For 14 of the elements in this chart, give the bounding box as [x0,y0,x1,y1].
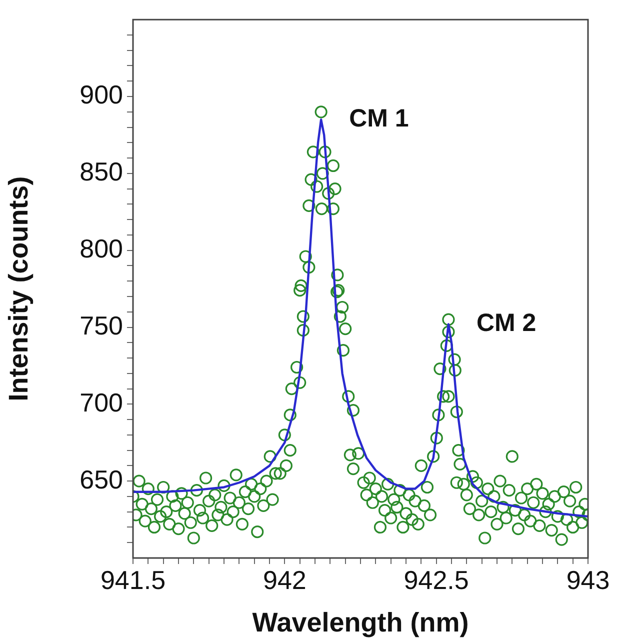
y-tick-label: 650 [80,464,123,494]
y-tick-label: 900 [80,80,123,110]
annotation: CM 1 [349,104,409,132]
y-tick-label: 700 [80,387,123,418]
x-tick-label: 942 [262,564,306,595]
x-tick-label: 942.5 [404,564,469,595]
y-axis-title: Intensity (counts) [4,176,34,402]
y-tick-label: 800 [80,234,123,264]
y-tick-label: 750 [80,310,123,340]
y-tick-label: 850 [80,156,123,187]
x-axis-title: Wavelength (nm) [252,607,469,638]
x-tick-label: 941.5 [100,564,166,595]
annotation: CM 2 [476,309,536,338]
x-tick-label: 943 [566,564,610,595]
